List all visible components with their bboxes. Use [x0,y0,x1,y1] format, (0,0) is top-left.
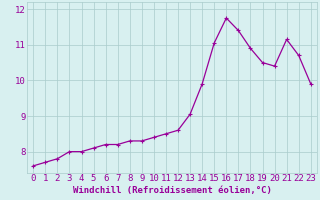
X-axis label: Windchill (Refroidissement éolien,°C): Windchill (Refroidissement éolien,°C) [73,186,271,195]
